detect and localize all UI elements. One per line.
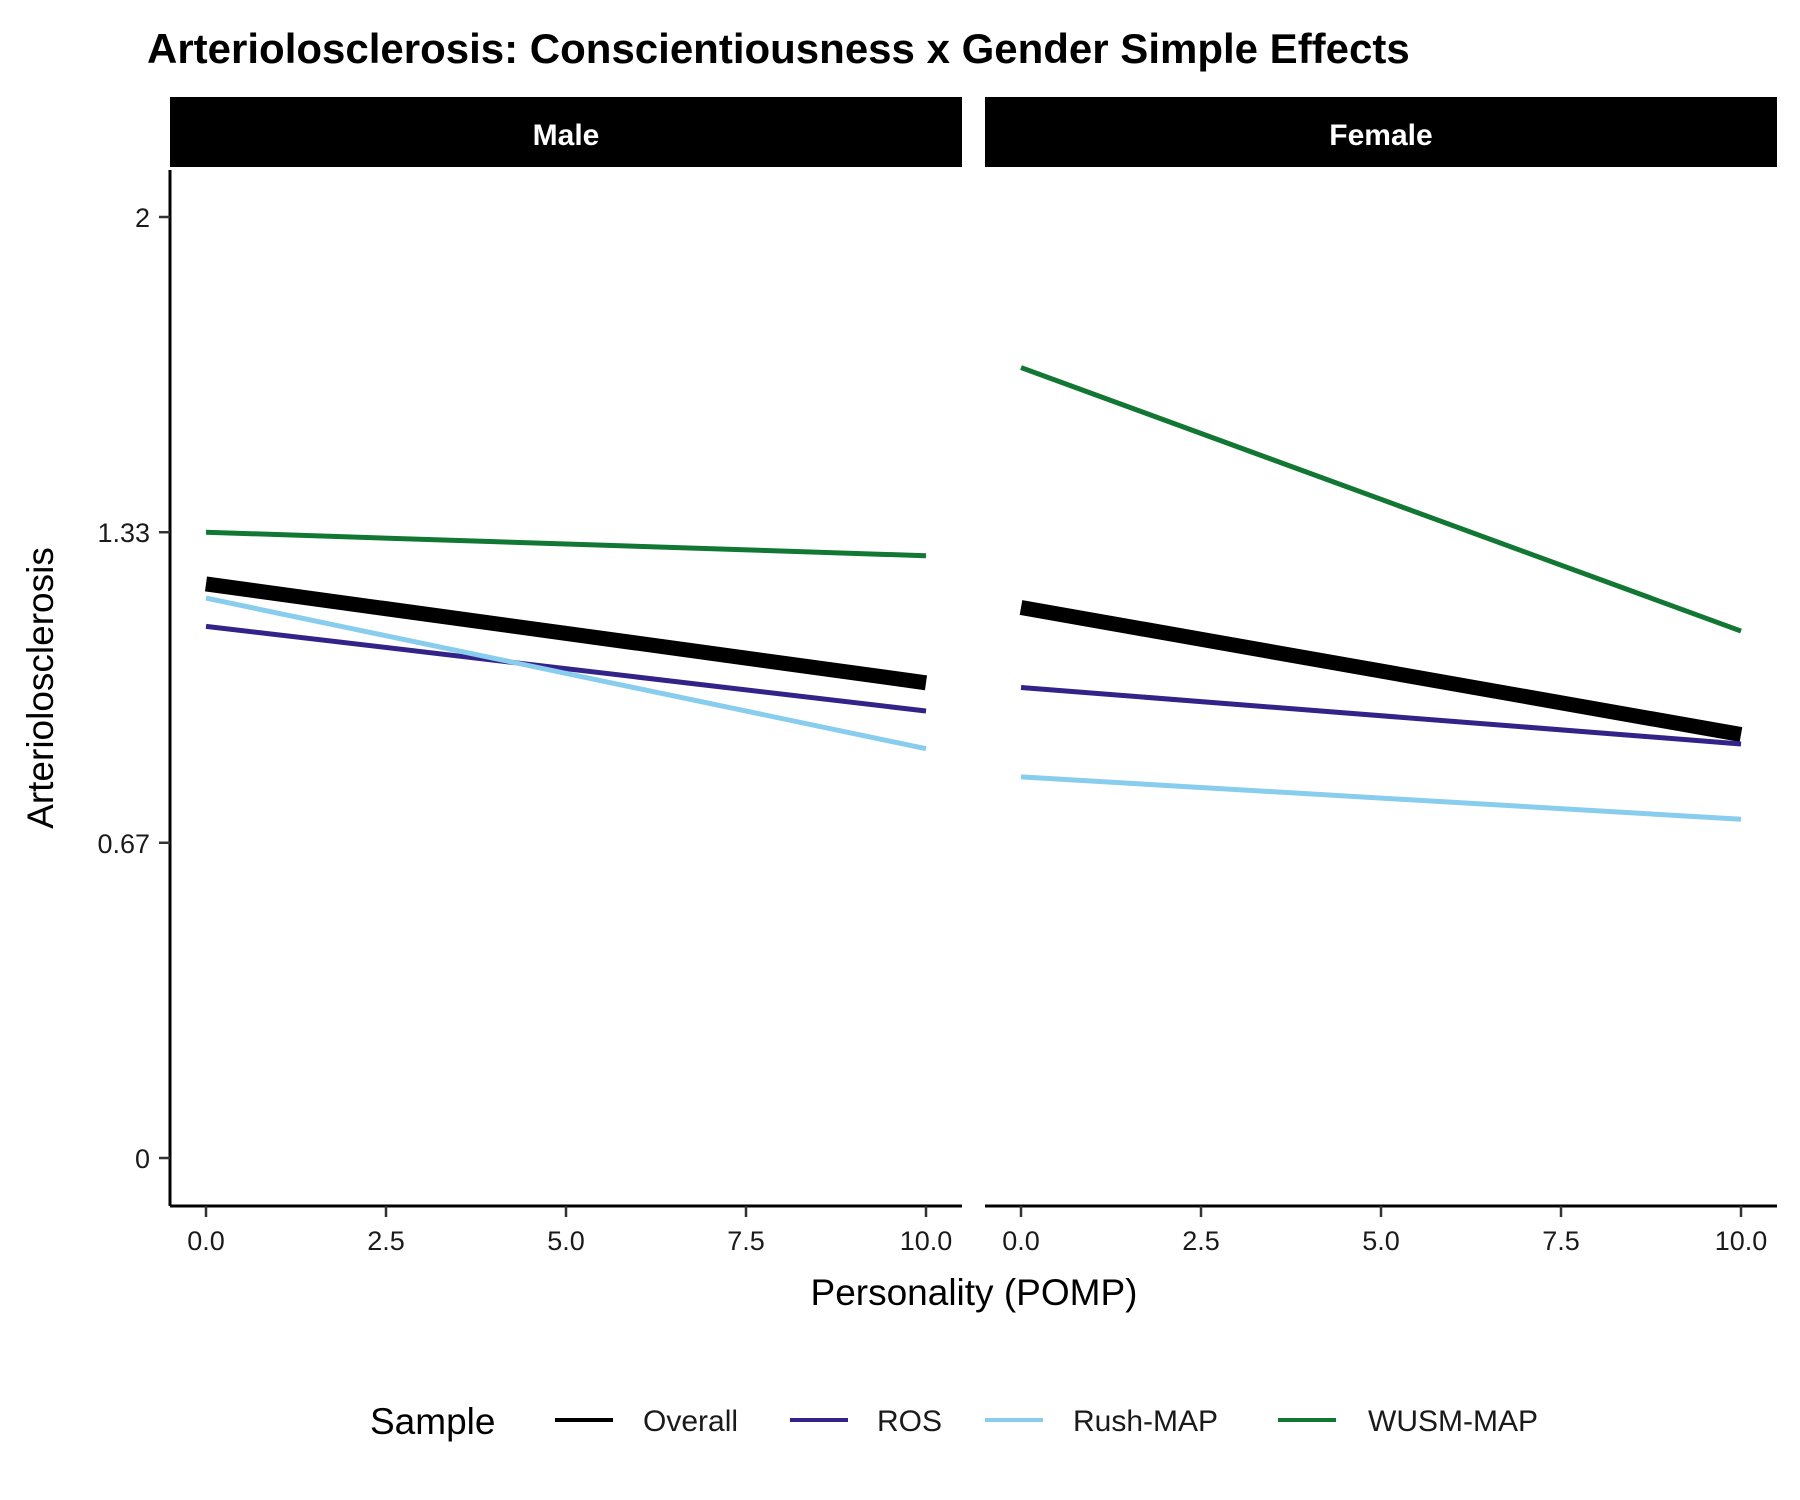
series-line-female-rush-map — [1020, 774, 1742, 822]
panels: Male 0.0 2.5 5.0 7.5 10.0 Female 0.0 2.5 5.0 7.5 10… — [170, 97, 1777, 1256]
panel-female: Female 0.0 2.5 5.0 7.5 10.0 — [985, 97, 1777, 1256]
x-tick-label-female: 7.5 — [1542, 1226, 1580, 1256]
legend-label-overall: Overall — [643, 1405, 738, 1438]
x-tick-label-male: 0.0 — [187, 1226, 225, 1256]
y-axis-title: Arteriolosclerosis — [20, 547, 61, 829]
y-tick-label: 0 — [135, 1144, 150, 1174]
legend-label-rush-map: Rush-MAP — [1073, 1405, 1218, 1438]
y-tick-label: 2 — [135, 203, 150, 233]
y-axis: 0 0.67 1.33 2 — [97, 170, 172, 1206]
legend-label-wusm-map: WUSM-MAP — [1368, 1405, 1538, 1438]
x-tick-label-male: 2.5 — [367, 1226, 405, 1256]
legend-title: Sample — [370, 1401, 495, 1442]
series-line-male-ros — [205, 623, 927, 714]
legend-label-ros: ROS — [877, 1405, 942, 1438]
strip-male — [170, 97, 962, 167]
x-tick-label-female: 2.5 — [1182, 1226, 1220, 1256]
series-line-male-overall — [204, 576, 928, 691]
series-line-male-wusm-map — [205, 529, 927, 559]
x-tick-label-female: 5.0 — [1362, 1226, 1400, 1256]
x-tick-label-male: 7.5 — [727, 1226, 765, 1256]
x-tick-label-female: 0.0 — [1002, 1226, 1040, 1256]
x-tick-label-male: 10.0 — [900, 1226, 953, 1256]
strip-label-male: Male — [533, 119, 600, 152]
y-tick-label: 1.33 — [97, 518, 150, 548]
series-line-male-rush-map — [205, 595, 927, 752]
y-tick-label: 0.67 — [97, 829, 150, 859]
series-line-female-ros — [1020, 685, 1742, 747]
x-axis-title: Personality (POMP) — [811, 1272, 1138, 1313]
series-line-female-overall — [1019, 600, 1743, 742]
legend: Sample Overall ROS Rush-MAP WUSM-MAP — [370, 1401, 1538, 1442]
panel-male: Male 0.0 2.5 5.0 7.5 10.0 — [170, 97, 962, 1256]
x-tick-label-male: 5.0 — [547, 1226, 585, 1256]
chart-title: Arteriolosclerosis: Conscientiousness x … — [147, 25, 1410, 72]
strip-female — [985, 97, 1777, 167]
strip-label-female: Female — [1329, 119, 1432, 152]
series-line-female-wusm-map — [1020, 365, 1742, 634]
x-tick-label-female: 10.0 — [1715, 1226, 1768, 1256]
